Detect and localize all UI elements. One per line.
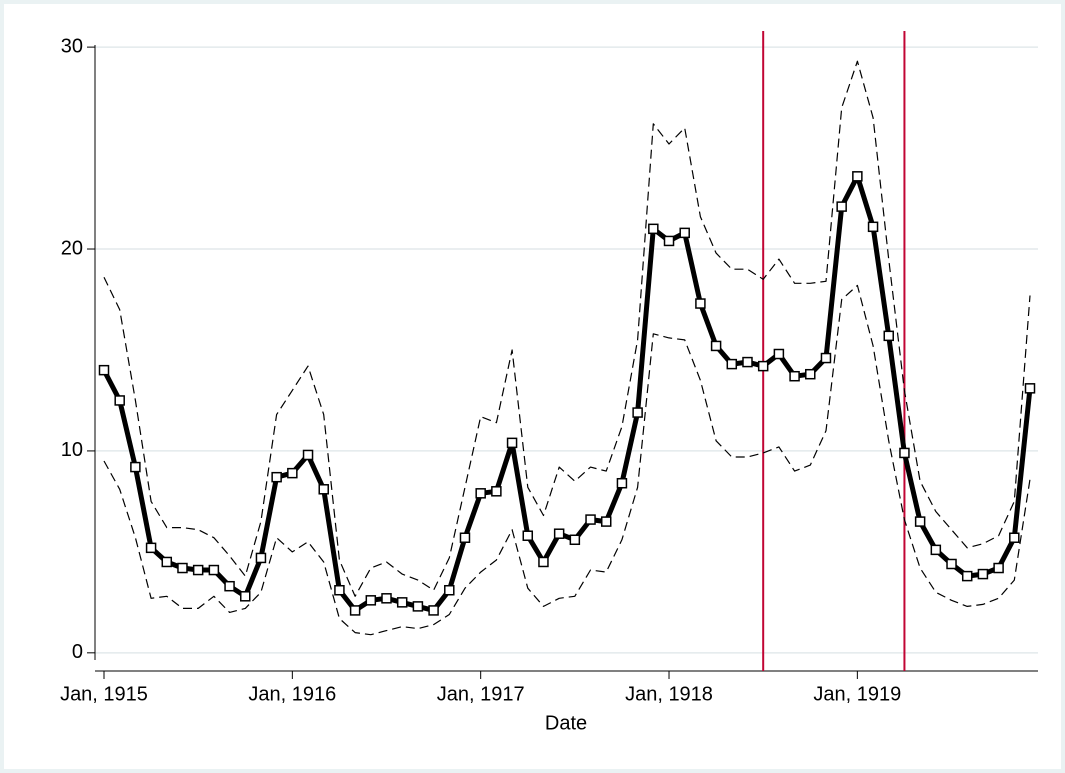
x-tick-label: Jan, 1916 [248,683,336,705]
point-marker [114,395,125,406]
plot-background [4,4,1061,769]
point-marker [600,516,612,527]
point-marker [789,370,800,382]
point-marker [522,530,534,541]
point-marker [914,516,926,527]
y-tick-label: 20 [61,237,83,259]
point-marker [993,562,1004,574]
point-marker [365,595,377,606]
point-marker [271,471,282,483]
point-marker [757,360,769,372]
point-marker [538,556,549,568]
point-marker [585,514,596,525]
point-marker [946,558,957,570]
point-marker [381,593,392,604]
point-marker [852,171,863,182]
point-marker [130,461,141,473]
point-marker [820,352,832,364]
point-marker [805,368,816,380]
point-marker [679,227,690,239]
x-axis-label: Date [545,712,587,734]
y-tick-label: 10 [61,439,83,461]
point-marker [334,584,345,596]
x-tick-label: Jan, 1917 [437,683,525,705]
x-tick-label: Jan, 1915 [60,683,148,705]
point-marker [710,340,722,352]
point-marker [742,356,753,368]
point-marker [663,235,675,247]
point-marker [459,532,471,543]
y-tick-label: 0 [72,641,83,663]
point-marker [98,364,110,376]
y-tick-label: 30 [61,35,83,57]
point-marker [1009,532,1020,543]
point-marker [836,201,847,212]
point-marker [145,542,157,554]
point-marker [428,605,439,616]
series-line [101,173,1033,613]
band-line [103,60,1031,597]
point-marker [240,591,251,602]
point-marker [396,597,408,608]
point-marker [491,486,502,497]
point-marker [773,348,785,360]
point-marker [961,570,973,582]
point-marker [224,580,235,592]
point-marker [506,437,518,449]
point-marker [1024,383,1036,394]
point-marker [318,484,329,495]
point-marker [161,556,173,568]
point-marker [930,544,942,556]
point-marker [302,449,314,461]
point-marker [208,564,220,576]
point-marker [883,330,894,342]
point-marker [616,477,628,489]
point-marker [553,528,565,539]
point-marker [632,407,643,418]
point-marker [695,298,706,309]
x-tick-label: Jan, 1919 [813,683,901,705]
point-marker [444,584,455,596]
point-marker [475,488,486,499]
point-marker [177,562,188,574]
point-marker [412,601,424,612]
point-marker [255,552,267,564]
point-marker [349,605,361,616]
point-marker [726,358,738,370]
band-line [103,284,1031,636]
point-marker [648,223,659,235]
point-marker [977,568,989,580]
point-marker [569,534,581,546]
point-marker [899,447,910,459]
point-marker [287,467,298,479]
x-tick-label: Jan, 1918 [625,683,713,705]
point-marker [192,564,204,576]
point-marker [867,221,879,233]
